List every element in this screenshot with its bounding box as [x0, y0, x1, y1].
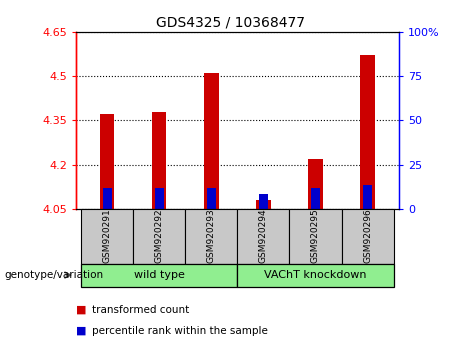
Bar — [363, 185, 372, 209]
Text: ■: ■ — [76, 326, 87, 336]
Bar — [155, 188, 164, 209]
Bar — [207, 188, 216, 209]
Bar — [290, 209, 342, 264]
Bar — [342, 209, 394, 264]
Text: transformed count: transformed count — [92, 305, 189, 315]
Bar — [103, 188, 112, 209]
Bar — [100, 114, 114, 209]
Text: GSM920291: GSM920291 — [103, 208, 112, 263]
Bar — [361, 56, 375, 209]
Text: GSM920296: GSM920296 — [363, 208, 372, 263]
Text: GSM920292: GSM920292 — [155, 208, 164, 263]
Bar — [308, 159, 323, 209]
Text: GSM920294: GSM920294 — [259, 208, 268, 263]
Bar — [152, 112, 166, 209]
Bar — [237, 264, 394, 287]
Text: GSM920295: GSM920295 — [311, 208, 320, 263]
Bar — [237, 209, 290, 264]
Text: wild type: wild type — [134, 270, 185, 280]
Bar — [259, 194, 268, 209]
Text: GDS4325 / 10368477: GDS4325 / 10368477 — [156, 16, 305, 30]
Bar — [81, 264, 237, 287]
Text: genotype/variation: genotype/variation — [5, 270, 104, 280]
Bar — [133, 209, 185, 264]
Text: VAChT knockdown: VAChT knockdown — [264, 270, 367, 280]
Bar — [311, 188, 320, 209]
Bar — [256, 200, 271, 209]
Bar — [204, 73, 219, 209]
Text: GSM920293: GSM920293 — [207, 208, 216, 263]
Bar — [81, 209, 133, 264]
Text: percentile rank within the sample: percentile rank within the sample — [92, 326, 268, 336]
Bar — [185, 209, 237, 264]
Text: ■: ■ — [76, 305, 87, 315]
